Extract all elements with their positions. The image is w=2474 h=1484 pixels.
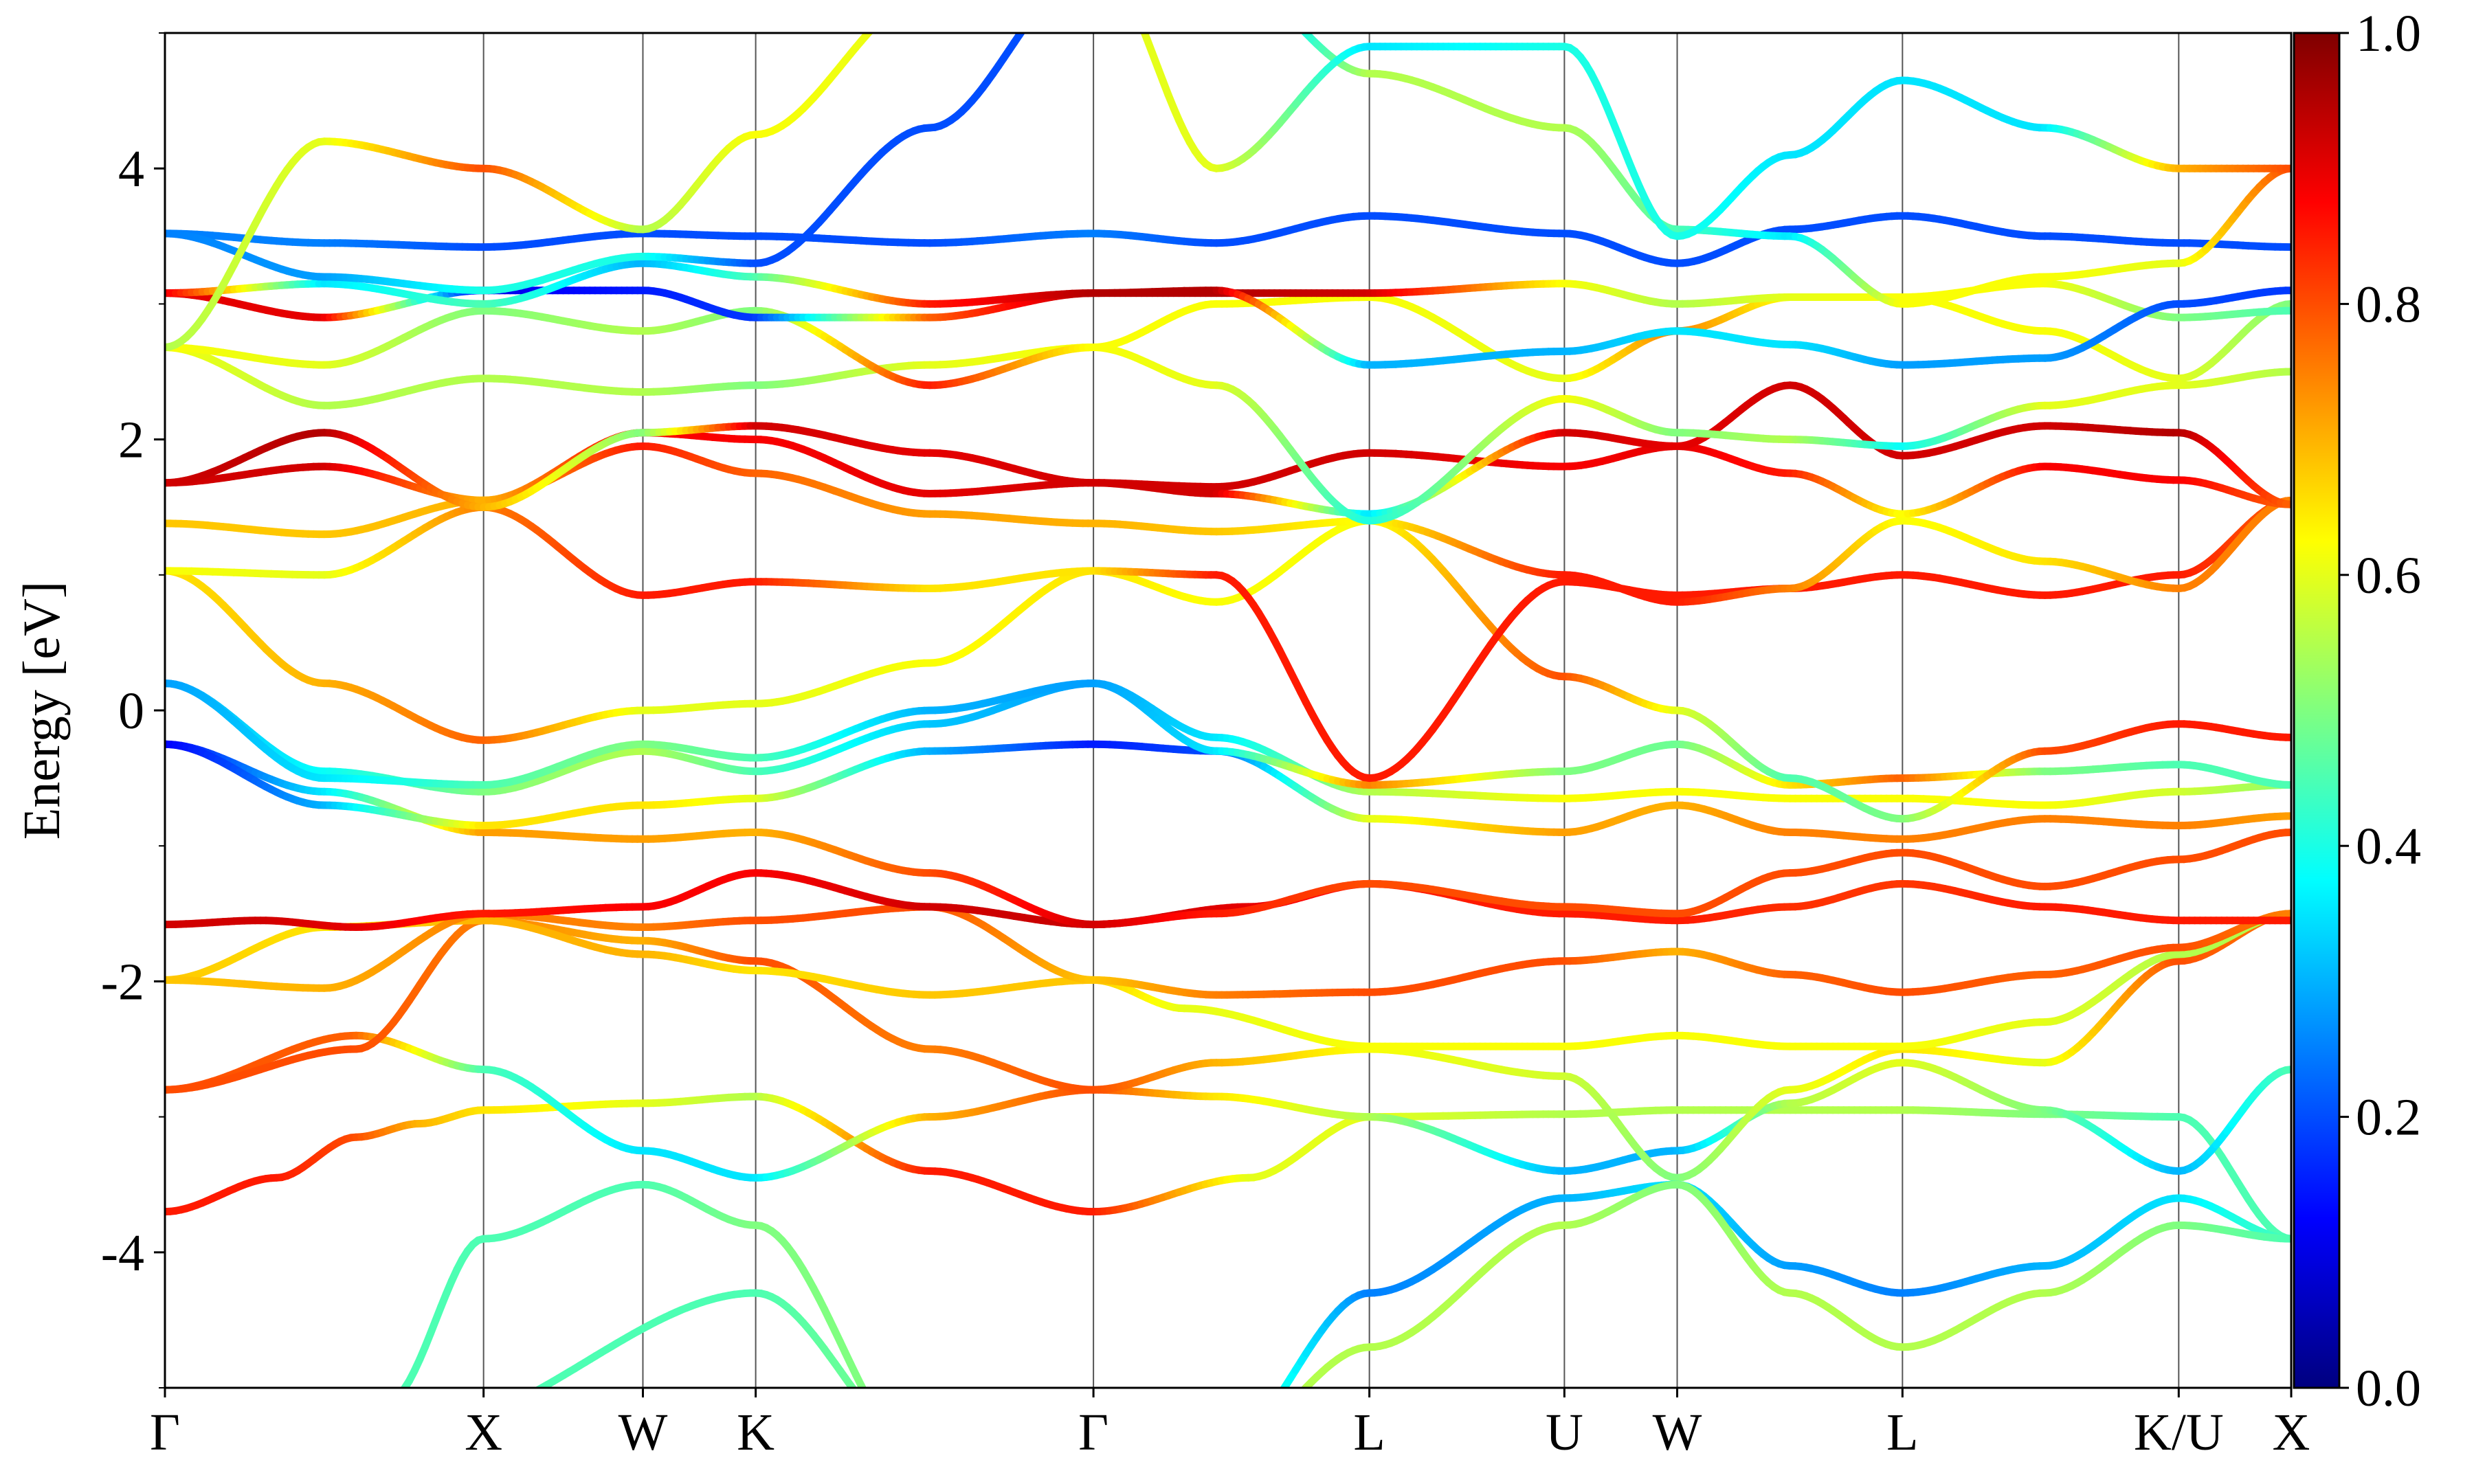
band-12 (165, 442, 2291, 606)
band-0 (165, 1092, 2291, 1243)
band-7 (165, 740, 2291, 843)
band-6 (165, 740, 2291, 929)
bands (165, 33, 2291, 1388)
